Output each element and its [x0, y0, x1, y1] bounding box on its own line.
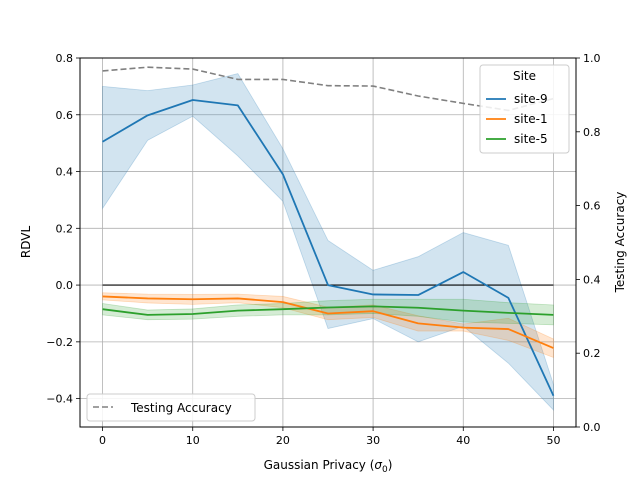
y-tick-label: 0.2 — [56, 222, 74, 235]
y-tick-label: 0.0 — [56, 279, 74, 292]
x-axis-label-symbol: σ — [374, 458, 382, 472]
legend2-label: Testing Accuracy — [130, 401, 232, 415]
y-axis-label: RDVL — [19, 226, 33, 259]
x-axis-ticks: 0 10 20 30 40 50 — [99, 427, 560, 447]
x-tick-label: 40 — [456, 434, 470, 447]
x-axis-label: Gaussian Privacy (σ0) — [264, 458, 393, 475]
y2-tick-label: 0.4 — [583, 273, 601, 286]
y-tick-label: −0.2 — [46, 336, 73, 349]
legend-label-site-5: site-5 — [514, 132, 548, 146]
legend2-box — [86, 393, 256, 422]
x-axis-label-end: ) — [388, 458, 393, 472]
x-tick-label: 0 — [99, 434, 106, 447]
y-tick-label: 0.4 — [56, 166, 74, 179]
series-lines — [102, 99, 555, 397]
y2-tick-label: 1.0 — [583, 52, 601, 65]
line-testing-accuracy — [102, 66, 554, 112]
line-site-1 — [102, 295, 554, 349]
x-axis-label-subscript: 0 — [382, 465, 388, 475]
y-tick-label: 0.8 — [56, 52, 74, 65]
y2-axis-label: Testing Accuracy — [613, 192, 627, 294]
x-axis-label-main: Gaussian Privacy ( — [264, 458, 375, 472]
y2-tick-label: 0.2 — [583, 347, 601, 360]
y2-tick-label: 0.8 — [583, 126, 601, 139]
testing-accuracy-line — [102, 66, 554, 112]
legend-label-site-9: site-9 — [514, 92, 548, 106]
x-tick-label: 20 — [276, 434, 290, 447]
site-legend: Site site-9 site-1 site-5 — [479, 64, 570, 154]
plot-frame — [79, 57, 577, 428]
legend-label-site-1: site-1 — [514, 112, 548, 126]
x-tick-label: 30 — [366, 434, 380, 447]
y-tick-label: −0.4 — [46, 393, 73, 406]
legend-box — [479, 64, 570, 154]
line-site-9 — [102, 99, 555, 397]
accuracy-legend: Testing Accuracy — [86, 393, 256, 422]
line-site-5 — [102, 305, 554, 316]
y-axis-ticks: −0.4 −0.2 0.0 0.2 0.4 0.6 0.8 — [46, 52, 80, 406]
legend-title: Site — [513, 69, 536, 83]
y2-axis-ticks: 0.0 0.2 0.4 0.6 0.8 1.0 — [576, 52, 601, 434]
x-tick-label: 50 — [546, 434, 560, 447]
y2-tick-label: 0.6 — [583, 200, 601, 213]
y2-tick-label: 0.0 — [583, 421, 601, 434]
y-tick-label: 0.6 — [56, 109, 74, 122]
x-tick-label: 10 — [186, 434, 200, 447]
band-site-5 — [102, 298, 554, 326]
